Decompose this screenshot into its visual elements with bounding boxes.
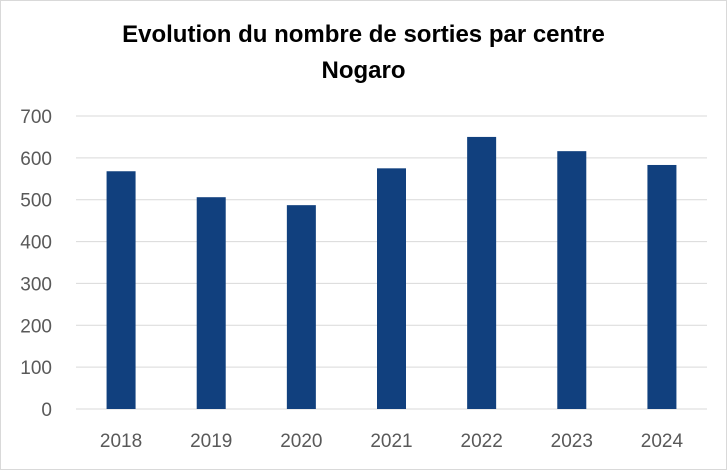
x-axis-ticks: 2018 2019 2020 2021 2022 2023 2024 — [100, 431, 684, 452]
bars — [106, 136, 677, 409]
y-tick-label-100: 100 — [20, 358, 52, 379]
bar-2020 — [286, 205, 316, 409]
bar-2022 — [467, 136, 497, 409]
y-tick-label-600: 600 — [20, 149, 52, 170]
y-tick-label-0: 0 — [41, 400, 52, 421]
bar-2024 — [647, 164, 677, 409]
bar-2019 — [196, 197, 226, 409]
x-tick-label-2022: 2022 — [461, 431, 503, 452]
y-tick-label-500: 500 — [20, 191, 52, 212]
y-tick-label-400: 400 — [20, 233, 52, 254]
x-tick-label-2019: 2019 — [190, 431, 232, 452]
x-tick-label-2020: 2020 — [280, 431, 322, 452]
x-tick-label-2024: 2024 — [641, 431, 684, 452]
bar-2023 — [557, 151, 587, 409]
y-tick-label-200: 200 — [20, 316, 52, 337]
x-tick-label-2023: 2023 — [551, 431, 593, 452]
y-tick-label-300: 300 — [20, 274, 52, 295]
y-tick-label-700: 700 — [20, 107, 52, 128]
chart-title-line-2: Nogaro — [321, 57, 406, 84]
x-tick-label-2021: 2021 — [370, 431, 412, 452]
bar-2021 — [377, 168, 406, 409]
y-axis-ticks: 0 100 200 300 400 500 600 700 — [20, 107, 52, 421]
chart-title-line-1: Evolution du nombre de sorties par centr… — [122, 21, 605, 48]
bar-2018 — [106, 171, 136, 409]
x-tick-label-2018: 2018 — [100, 431, 142, 452]
